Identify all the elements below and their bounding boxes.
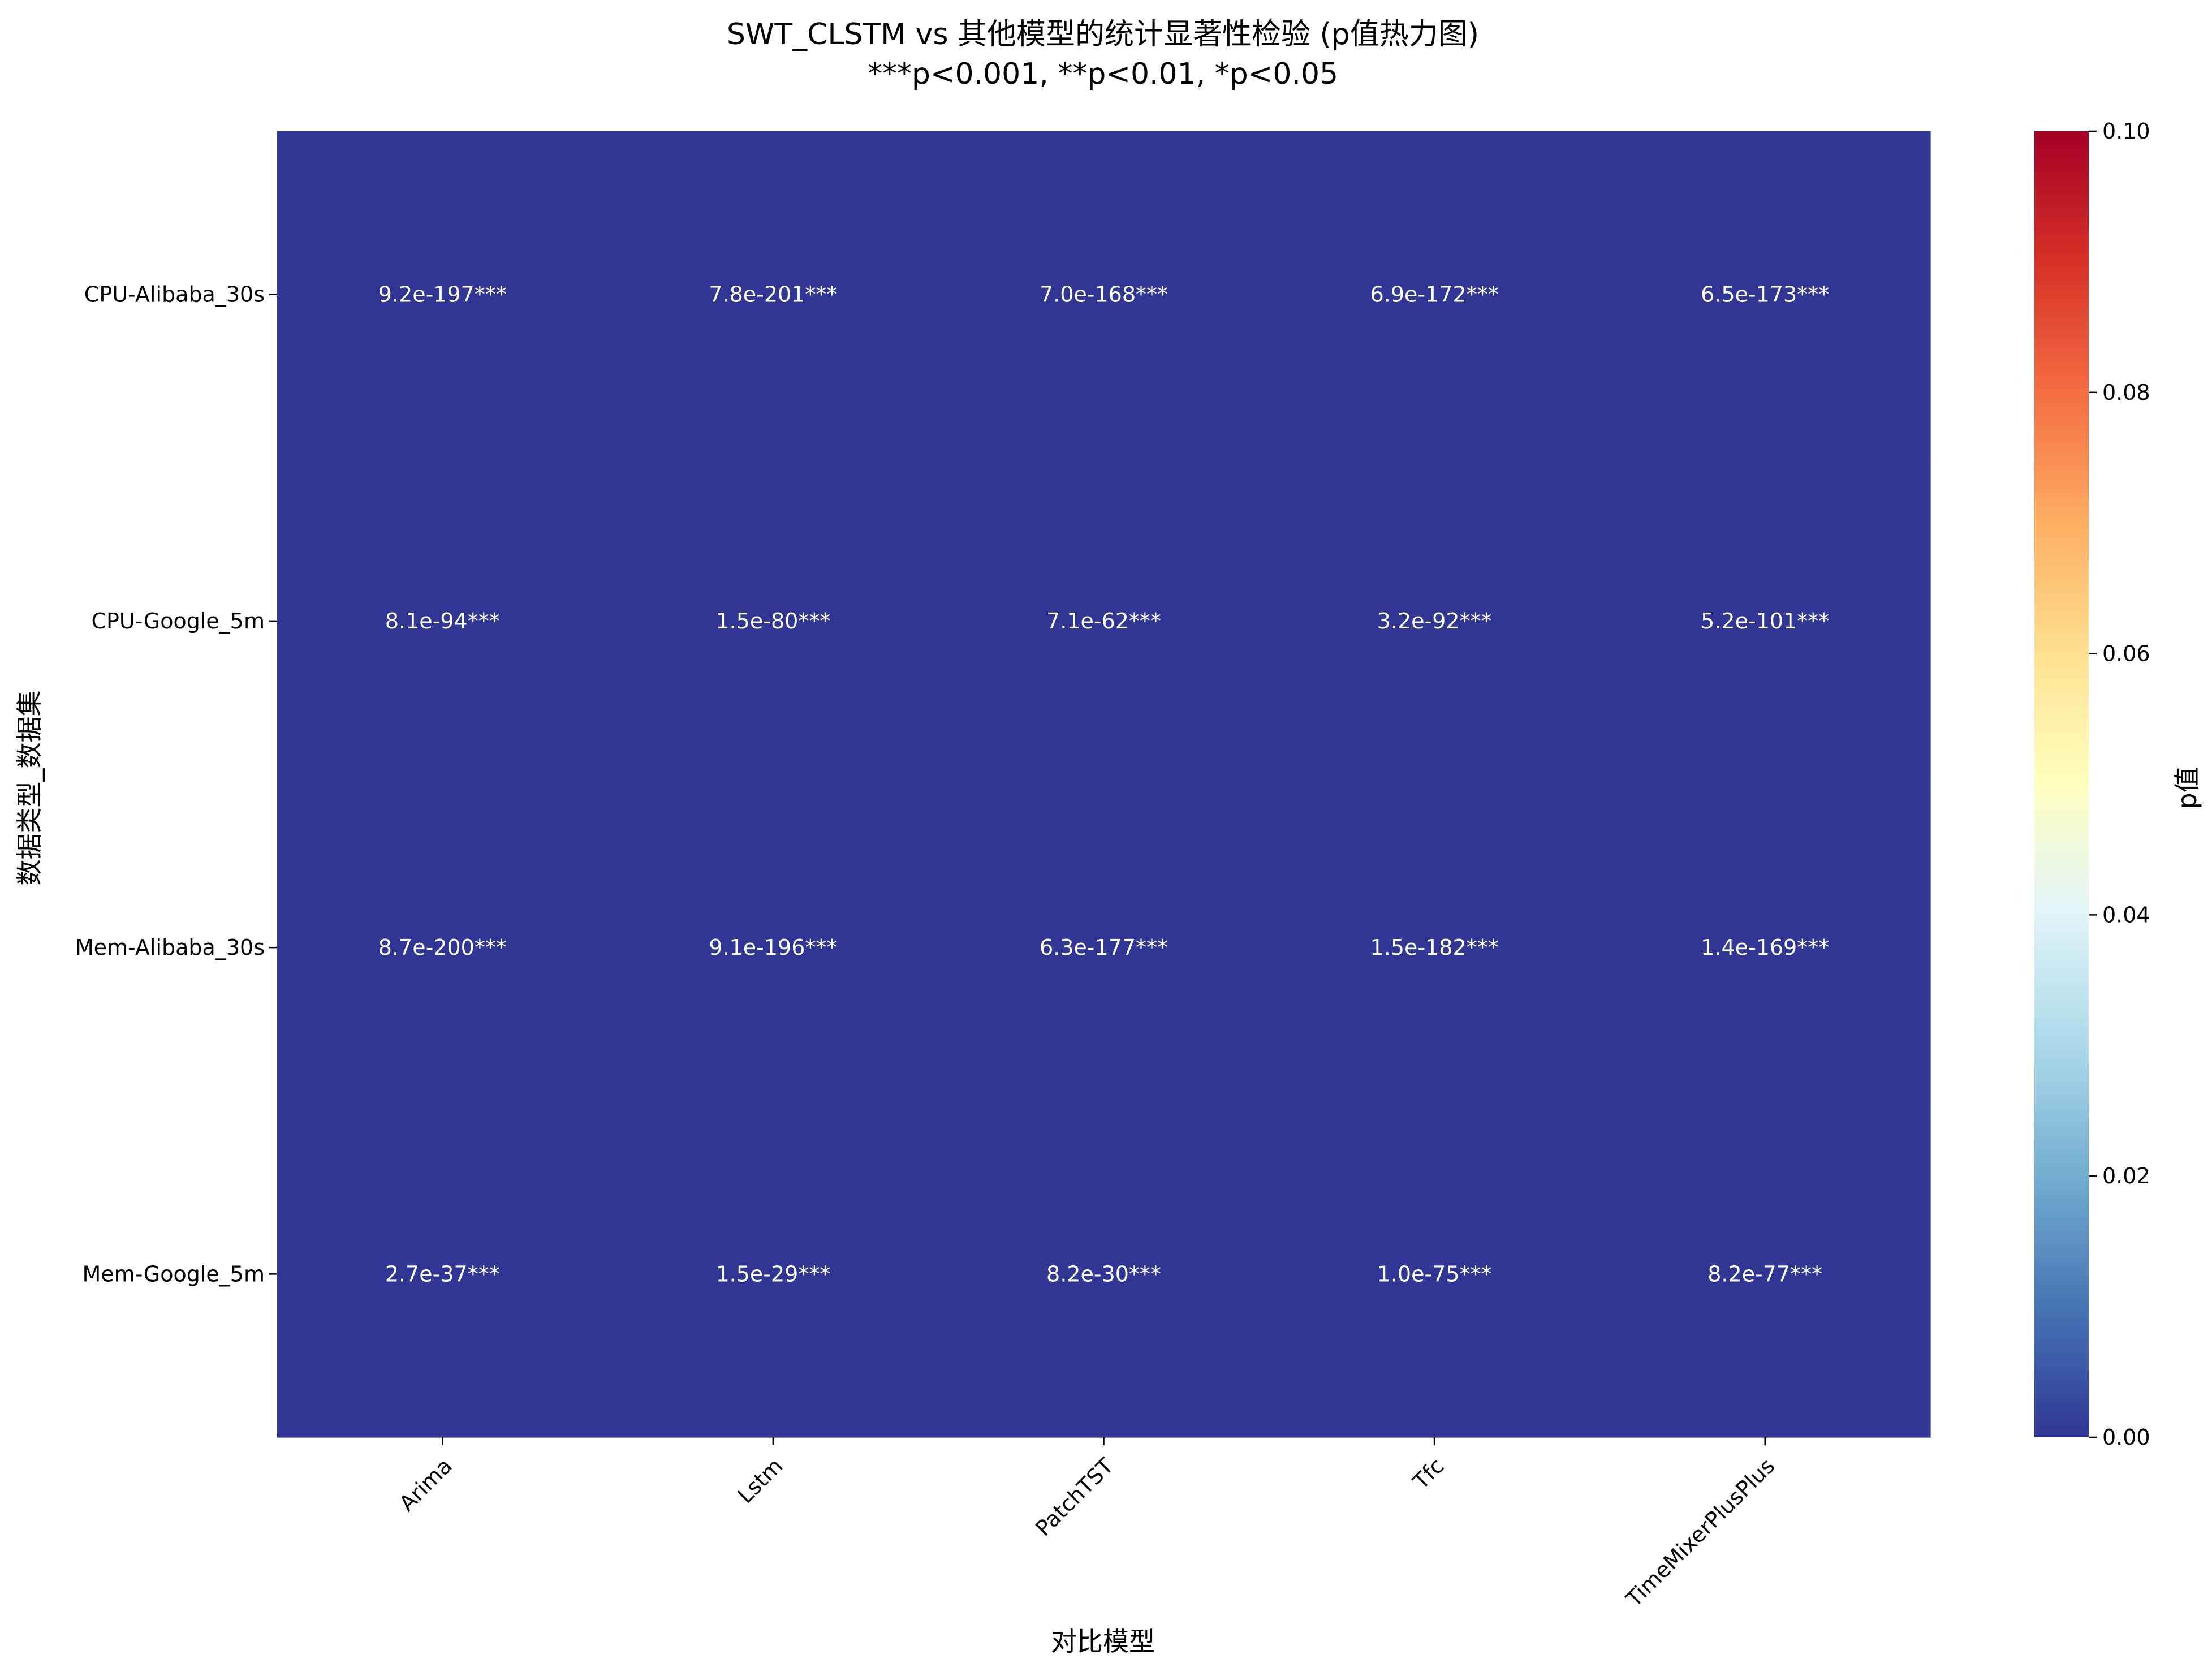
cell-value-label: 8.2e-77*** [1707, 1261, 1822, 1286]
y-axis: CPU-Alibaba_30s CPU-Google_5m Mem-Alibaba_… [75, 282, 277, 1286]
heatmap-cell [938, 1110, 1270, 1438]
colorbar-tick-label: 0.10 [2102, 119, 2150, 144]
cell-value-label: 8.2e-30*** [1046, 1261, 1161, 1286]
heatmap-cell [938, 131, 1270, 458]
colorbar-tick-label: 0.06 [2102, 641, 2150, 666]
colorbar-tick-label: 0.04 [2102, 902, 2150, 927]
y-tick-label: CPU-Alibaba_30s [84, 282, 265, 307]
y-axis-title: 数据类型_数据集 [14, 691, 45, 886]
cell-value-label: 7.8e-201*** [709, 282, 837, 307]
cell-value-label: 9.1e-196*** [709, 935, 837, 960]
heatmap-cell [607, 1110, 939, 1438]
y-tick-label: CPU-Google_5m [91, 609, 265, 634]
cell-value-label: 1.0e-75*** [1377, 1261, 1492, 1286]
colorbar-tick-label: 0.02 [2102, 1164, 2150, 1188]
heatmap-cell [1599, 458, 1931, 785]
cell-value-label: 3.2e-92*** [1377, 609, 1492, 634]
heatmap-cell [277, 784, 609, 1111]
chart-subtitle: ***p<0.001, **p<0.01, *p<0.05 [868, 57, 1338, 91]
x-tick-label: Lstm [733, 1453, 788, 1508]
colorbar-ticks: 0.00 0.02 0.04 0.06 0.08 0.10 [2089, 119, 2150, 1450]
heatmap-cell [1269, 131, 1600, 458]
x-tick-label: Tfc [1408, 1453, 1448, 1494]
cell-value-label: 8.1e-94*** [385, 609, 500, 634]
cell-value-label: 6.9e-172*** [1370, 282, 1499, 307]
x-axis: Arima Lstm PatchTST Tfc TimeMixerPlusPlus [394, 1437, 1779, 1612]
cell-value-label: 1.5e-29*** [715, 1261, 830, 1286]
cell-value-label: 6.3e-177*** [1040, 935, 1168, 960]
heatmap-cell [277, 458, 609, 785]
heatmap-cell [938, 458, 1270, 785]
heatmap-cell [277, 1110, 609, 1438]
cell-value-label: 7.0e-168*** [1040, 282, 1168, 307]
cell-value-label: 6.5e-173*** [1701, 282, 1829, 307]
cell-value-label: 9.2e-197*** [378, 282, 507, 307]
heatmap-cell [1599, 1110, 1931, 1438]
cell-value-label: 2.7e-37*** [385, 1261, 500, 1286]
chart-title: SWT_CLSTM vs 其他模型的统计显著性检验 (p值热力图) [727, 18, 1479, 51]
heatmap-cell [938, 784, 1270, 1111]
heatmap-cell [1269, 458, 1600, 785]
heatmap-cell-labels: 9.2e-197*** 7.8e-201*** 7.0e-168*** 6.9e-17… [378, 282, 1829, 1287]
y-tick-label: Mem-Google_5m [83, 1261, 265, 1286]
heatmap-cell [1599, 784, 1931, 1111]
heatmap-cells [277, 131, 1931, 1438]
colorbar-label: p值 [2172, 766, 2202, 809]
cell-value-label: 5.2e-101*** [1701, 609, 1829, 634]
colorbar: 0.00 0.02 0.04 0.06 0.08 0.10 p值 [2034, 119, 2202, 1450]
cell-value-label: 8.7e-200*** [378, 935, 507, 960]
colorbar-gradient [2034, 131, 2089, 1437]
heatmap-cell [607, 131, 939, 458]
colorbar-tick-label: 0.00 [2102, 1425, 2150, 1450]
colorbar-tick-label: 0.08 [2102, 380, 2150, 405]
x-tick-label: Arima [394, 1453, 457, 1516]
cell-value-label: 1.5e-182*** [1370, 935, 1499, 960]
x-tick-label: TimeMixerPlusPlus [1621, 1453, 1779, 1612]
heatmap-cell [1269, 1110, 1600, 1438]
cell-value-label: 7.1e-62*** [1046, 609, 1161, 634]
heatmap-cell [1599, 131, 1931, 458]
cell-value-label: 1.5e-80*** [715, 609, 830, 634]
y-tick-label: Mem-Alibaba_30s [75, 935, 265, 960]
cell-value-label: 1.4e-169*** [1701, 935, 1829, 960]
x-axis-title: 对比模型 [1051, 1626, 1155, 1657]
heatmap-cell [277, 131, 609, 458]
x-tick-label: PatchTST [1030, 1453, 1118, 1541]
heatmap-cell [607, 784, 939, 1111]
heatmap-cell [607, 458, 939, 785]
heatmap-cell [1269, 784, 1600, 1111]
